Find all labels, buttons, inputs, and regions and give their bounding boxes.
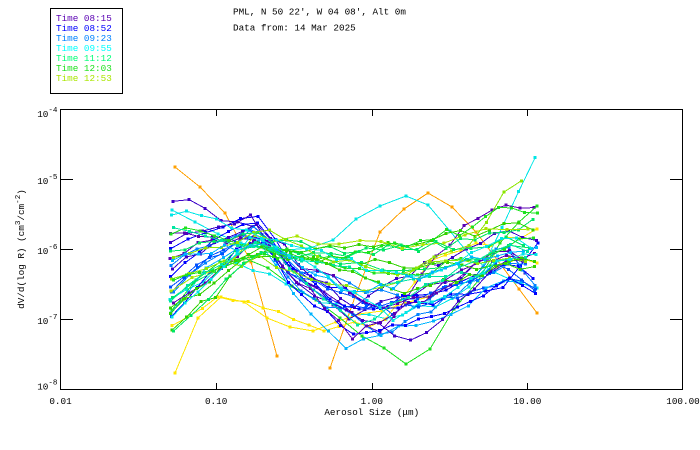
svg-text:100.00: 100.00 xyxy=(666,396,699,407)
svg-text:Time 12:53: Time 12:53 xyxy=(56,73,112,84)
svg-text:Aerosol Size (μm): Aerosol Size (μm) xyxy=(324,407,419,418)
svg-text:Time 09:23: Time 09:23 xyxy=(56,33,112,44)
svg-text:dV/d(log R) (cm3/cm-2): dV/d(log R) (cm3/cm-2) xyxy=(15,189,27,309)
svg-text:Data from: 14 Mar 2025: Data from: 14 Mar 2025 xyxy=(233,23,356,34)
svg-text:Time 12:03: Time 12:03 xyxy=(56,63,112,74)
svg-text:0.01: 0.01 xyxy=(49,396,72,407)
svg-text:Time 08:15: Time 08:15 xyxy=(56,13,112,24)
svg-text:Time 09:55: Time 09:55 xyxy=(56,43,112,54)
svg-text:0.10: 0.10 xyxy=(205,396,227,407)
svg-text:Time 11:12: Time 11:12 xyxy=(56,53,112,64)
svg-text:10.00: 10.00 xyxy=(513,396,541,407)
svg-text:Time 08:52: Time 08:52 xyxy=(56,23,112,34)
svg-text:PML, N 50 22', W 04 08', Alt 0: PML, N 50 22', W 04 08', Alt 0m xyxy=(233,7,406,18)
svg-text:1.00: 1.00 xyxy=(361,396,383,407)
